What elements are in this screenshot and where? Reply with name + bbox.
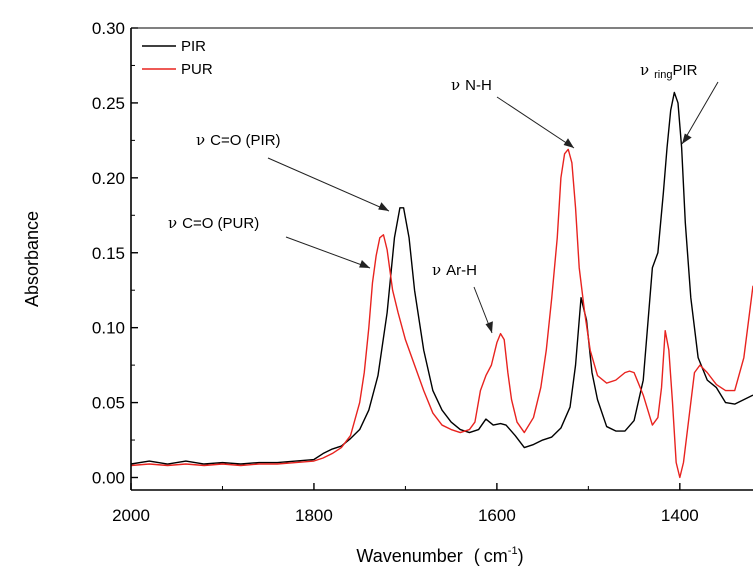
- annotation-label-co-pir: ν C=O (PIR): [196, 131, 281, 149]
- y-tick-label: 0.15: [92, 244, 125, 263]
- y-tick-label: 0.05: [92, 394, 125, 413]
- y-tick-label: 0.20: [92, 169, 125, 188]
- annotation-ar-h: ν Ar-H: [432, 261, 493, 334]
- annotation-subscript-ring-pir: ring: [654, 69, 672, 81]
- x-tick-label: 1800: [295, 506, 333, 525]
- annotation-arrowhead-ring-pir: [682, 133, 692, 144]
- annotation-text-ar-h: Ar-H: [446, 262, 477, 279]
- ticks: 0.00 0.05 0.10 0.15 0.20 0.25 0.30 2000 1800 1600…: [92, 19, 699, 525]
- y-axis-title: Absorbance: [22, 211, 42, 307]
- annotation-arrowhead-co-pur: [359, 260, 370, 268]
- annotation-label-ar-h: ν Ar-H: [432, 261, 477, 279]
- x-axis-title-paren-close: ): [518, 546, 524, 566]
- annotation-arrow-ring-pir: [681, 81, 719, 145]
- annotation-co-pur: ν C=O (PUR): [168, 214, 371, 269]
- axes: [130, 27, 753, 491]
- legend-label-pir: PIR: [181, 38, 206, 55]
- x-axis-title-text: Wavenumber: [356, 546, 462, 566]
- annotation-suffix-ring-pir: PIR: [672, 62, 697, 79]
- annotation-arrow-co-pir: [267, 157, 390, 212]
- annotation-greek-co-pir: ν: [196, 131, 205, 149]
- annotation-arrowhead-nh: [563, 138, 574, 148]
- x-tick-label: 1600: [478, 506, 516, 525]
- y-tick-label: 0.30: [92, 19, 125, 38]
- x-axis-title-paren-open: (: [469, 546, 480, 566]
- annotation-text-nh: N-H: [465, 77, 492, 94]
- annotation-arrow-co-pur: [285, 236, 371, 269]
- y-tick-label: 0.25: [92, 94, 125, 113]
- y-tick-label: 0.00: [92, 469, 125, 488]
- annotations: ν C=O (PIR) ν C=O (PUR) ν Ar-H ν N-H ν ringPI…: [168, 61, 719, 334]
- annotation-greek-co-pur: ν: [168, 214, 177, 232]
- x-axis-unit: cm: [484, 546, 508, 566]
- annotation-text-co-pur: C=O (PUR): [182, 215, 259, 232]
- annotation-label-ring-pir: ν ringPIR: [640, 61, 698, 81]
- series-layer: [131, 91, 753, 479]
- x-tick-label: 1400: [661, 506, 699, 525]
- annotation-co-pir: ν C=O (PIR): [196, 131, 390, 212]
- y-tick-label: 0.10: [92, 319, 125, 338]
- annotation-arrowhead-co-pir: [378, 202, 389, 211]
- legend-label-pur: PUR: [181, 61, 213, 78]
- annotation-text-co-pir: C=O (PIR): [210, 132, 280, 149]
- annotation-label-nh: ν N-H: [451, 76, 492, 94]
- annotation-greek-ring-pir: ν: [640, 61, 649, 79]
- x-axis-title: Wavenumber (cm-1): [356, 545, 523, 566]
- annotation-greek-ar-h: ν: [432, 261, 441, 279]
- annotation-arrowhead-ar-h: [485, 321, 493, 333]
- annotation-label-co-pur: ν C=O (PUR): [168, 214, 259, 232]
- annotation-arrow-nh: [496, 96, 575, 149]
- x-axis-unit-exponent: -1: [508, 545, 518, 557]
- annotation-greek-nh: ν: [451, 76, 460, 94]
- series-line-pir: [131, 91, 753, 465]
- series-line-pur: [131, 148, 753, 479]
- x-tick-label: 2000: [112, 506, 150, 525]
- annotation-ring-pir: ν ringPIR: [640, 61, 719, 145]
- annotation-nh: ν N-H: [451, 76, 575, 149]
- legend: PIR PUR: [142, 38, 213, 78]
